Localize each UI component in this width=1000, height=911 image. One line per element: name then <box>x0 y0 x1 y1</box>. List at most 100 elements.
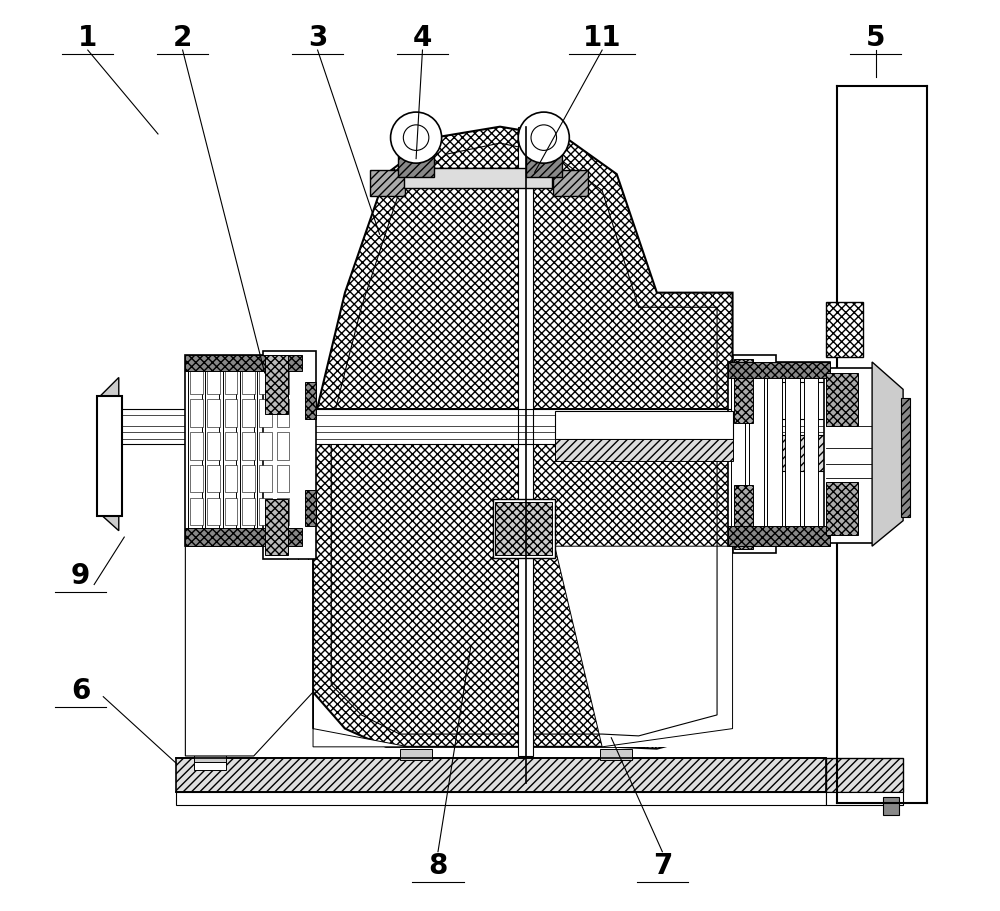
Bar <box>176 758 826 793</box>
Text: 3: 3 <box>308 25 327 52</box>
Bar <box>242 498 255 526</box>
Polygon shape <box>101 378 119 531</box>
Bar <box>190 466 203 493</box>
Bar <box>176 793 826 805</box>
Bar <box>602 547 734 747</box>
Bar <box>824 369 874 544</box>
Bar <box>190 367 203 394</box>
Bar <box>194 749 226 763</box>
Bar <box>97 396 122 517</box>
Bar <box>185 528 302 547</box>
Bar <box>901 399 910 517</box>
Bar <box>185 355 302 372</box>
Bar <box>207 400 220 427</box>
Circle shape <box>518 113 569 164</box>
Bar <box>257 364 271 536</box>
Circle shape <box>531 126 557 151</box>
Bar <box>223 364 236 536</box>
Bar <box>728 527 830 547</box>
Polygon shape <box>313 547 409 747</box>
Bar <box>207 466 220 493</box>
Text: 2: 2 <box>173 25 192 52</box>
Bar <box>826 793 903 805</box>
Bar <box>883 797 899 815</box>
Text: 6: 6 <box>71 677 90 704</box>
Bar <box>495 502 552 556</box>
Bar <box>242 433 255 460</box>
Bar <box>277 466 289 493</box>
Text: 7: 7 <box>653 852 672 879</box>
Bar <box>242 400 255 427</box>
Bar <box>774 383 833 419</box>
Bar <box>774 435 833 472</box>
Bar <box>277 400 289 427</box>
Bar <box>277 498 289 526</box>
Text: 1: 1 <box>78 25 97 52</box>
Bar <box>731 369 745 533</box>
Bar <box>259 433 272 460</box>
Bar <box>728 363 830 379</box>
Bar <box>553 171 588 197</box>
Polygon shape <box>185 547 313 756</box>
Bar <box>207 498 220 526</box>
Bar <box>259 498 272 526</box>
Bar <box>194 763 226 770</box>
Bar <box>404 169 552 189</box>
Text: 11: 11 <box>583 25 621 52</box>
Text: 4: 4 <box>413 25 432 52</box>
Bar <box>826 483 858 536</box>
Bar <box>265 499 288 556</box>
Bar <box>277 433 289 460</box>
Bar <box>734 360 753 424</box>
Bar <box>190 433 203 460</box>
Bar <box>225 400 237 427</box>
Polygon shape <box>555 547 733 747</box>
Text: 5: 5 <box>866 25 885 52</box>
Bar <box>400 749 432 760</box>
Bar <box>242 466 255 493</box>
Bar <box>370 171 405 197</box>
Bar <box>185 355 302 547</box>
Bar <box>259 367 272 394</box>
Bar <box>275 364 288 536</box>
Bar <box>225 433 237 460</box>
Bar <box>225 498 237 526</box>
Bar <box>225 466 237 493</box>
Bar <box>734 486 753 549</box>
Bar <box>263 352 316 559</box>
Bar <box>313 408 733 445</box>
Bar <box>767 369 782 533</box>
Bar <box>277 367 289 394</box>
Bar <box>259 466 272 493</box>
Bar <box>265 355 288 415</box>
Bar <box>728 363 830 547</box>
Bar <box>313 408 733 445</box>
Bar <box>240 364 254 536</box>
Bar <box>205 364 219 536</box>
Bar <box>207 367 220 394</box>
Bar <box>242 367 255 394</box>
Polygon shape <box>313 128 733 749</box>
Circle shape <box>391 113 442 164</box>
Text: 9: 9 <box>71 562 90 589</box>
Bar <box>259 400 272 427</box>
Bar <box>749 369 764 533</box>
Bar <box>190 498 203 526</box>
Bar <box>190 400 203 427</box>
Bar <box>398 155 434 178</box>
Bar <box>305 383 316 419</box>
Bar <box>804 369 818 533</box>
Bar <box>826 374 858 426</box>
Bar <box>555 412 733 439</box>
Bar <box>225 367 237 394</box>
Circle shape <box>403 126 429 151</box>
Bar <box>555 439 733 462</box>
Bar <box>600 749 632 760</box>
Text: 8: 8 <box>428 852 448 879</box>
Bar <box>207 433 220 460</box>
Bar <box>188 364 202 536</box>
Bar <box>518 128 533 756</box>
Bar <box>826 758 903 793</box>
Polygon shape <box>872 363 903 547</box>
Bar <box>785 369 800 533</box>
